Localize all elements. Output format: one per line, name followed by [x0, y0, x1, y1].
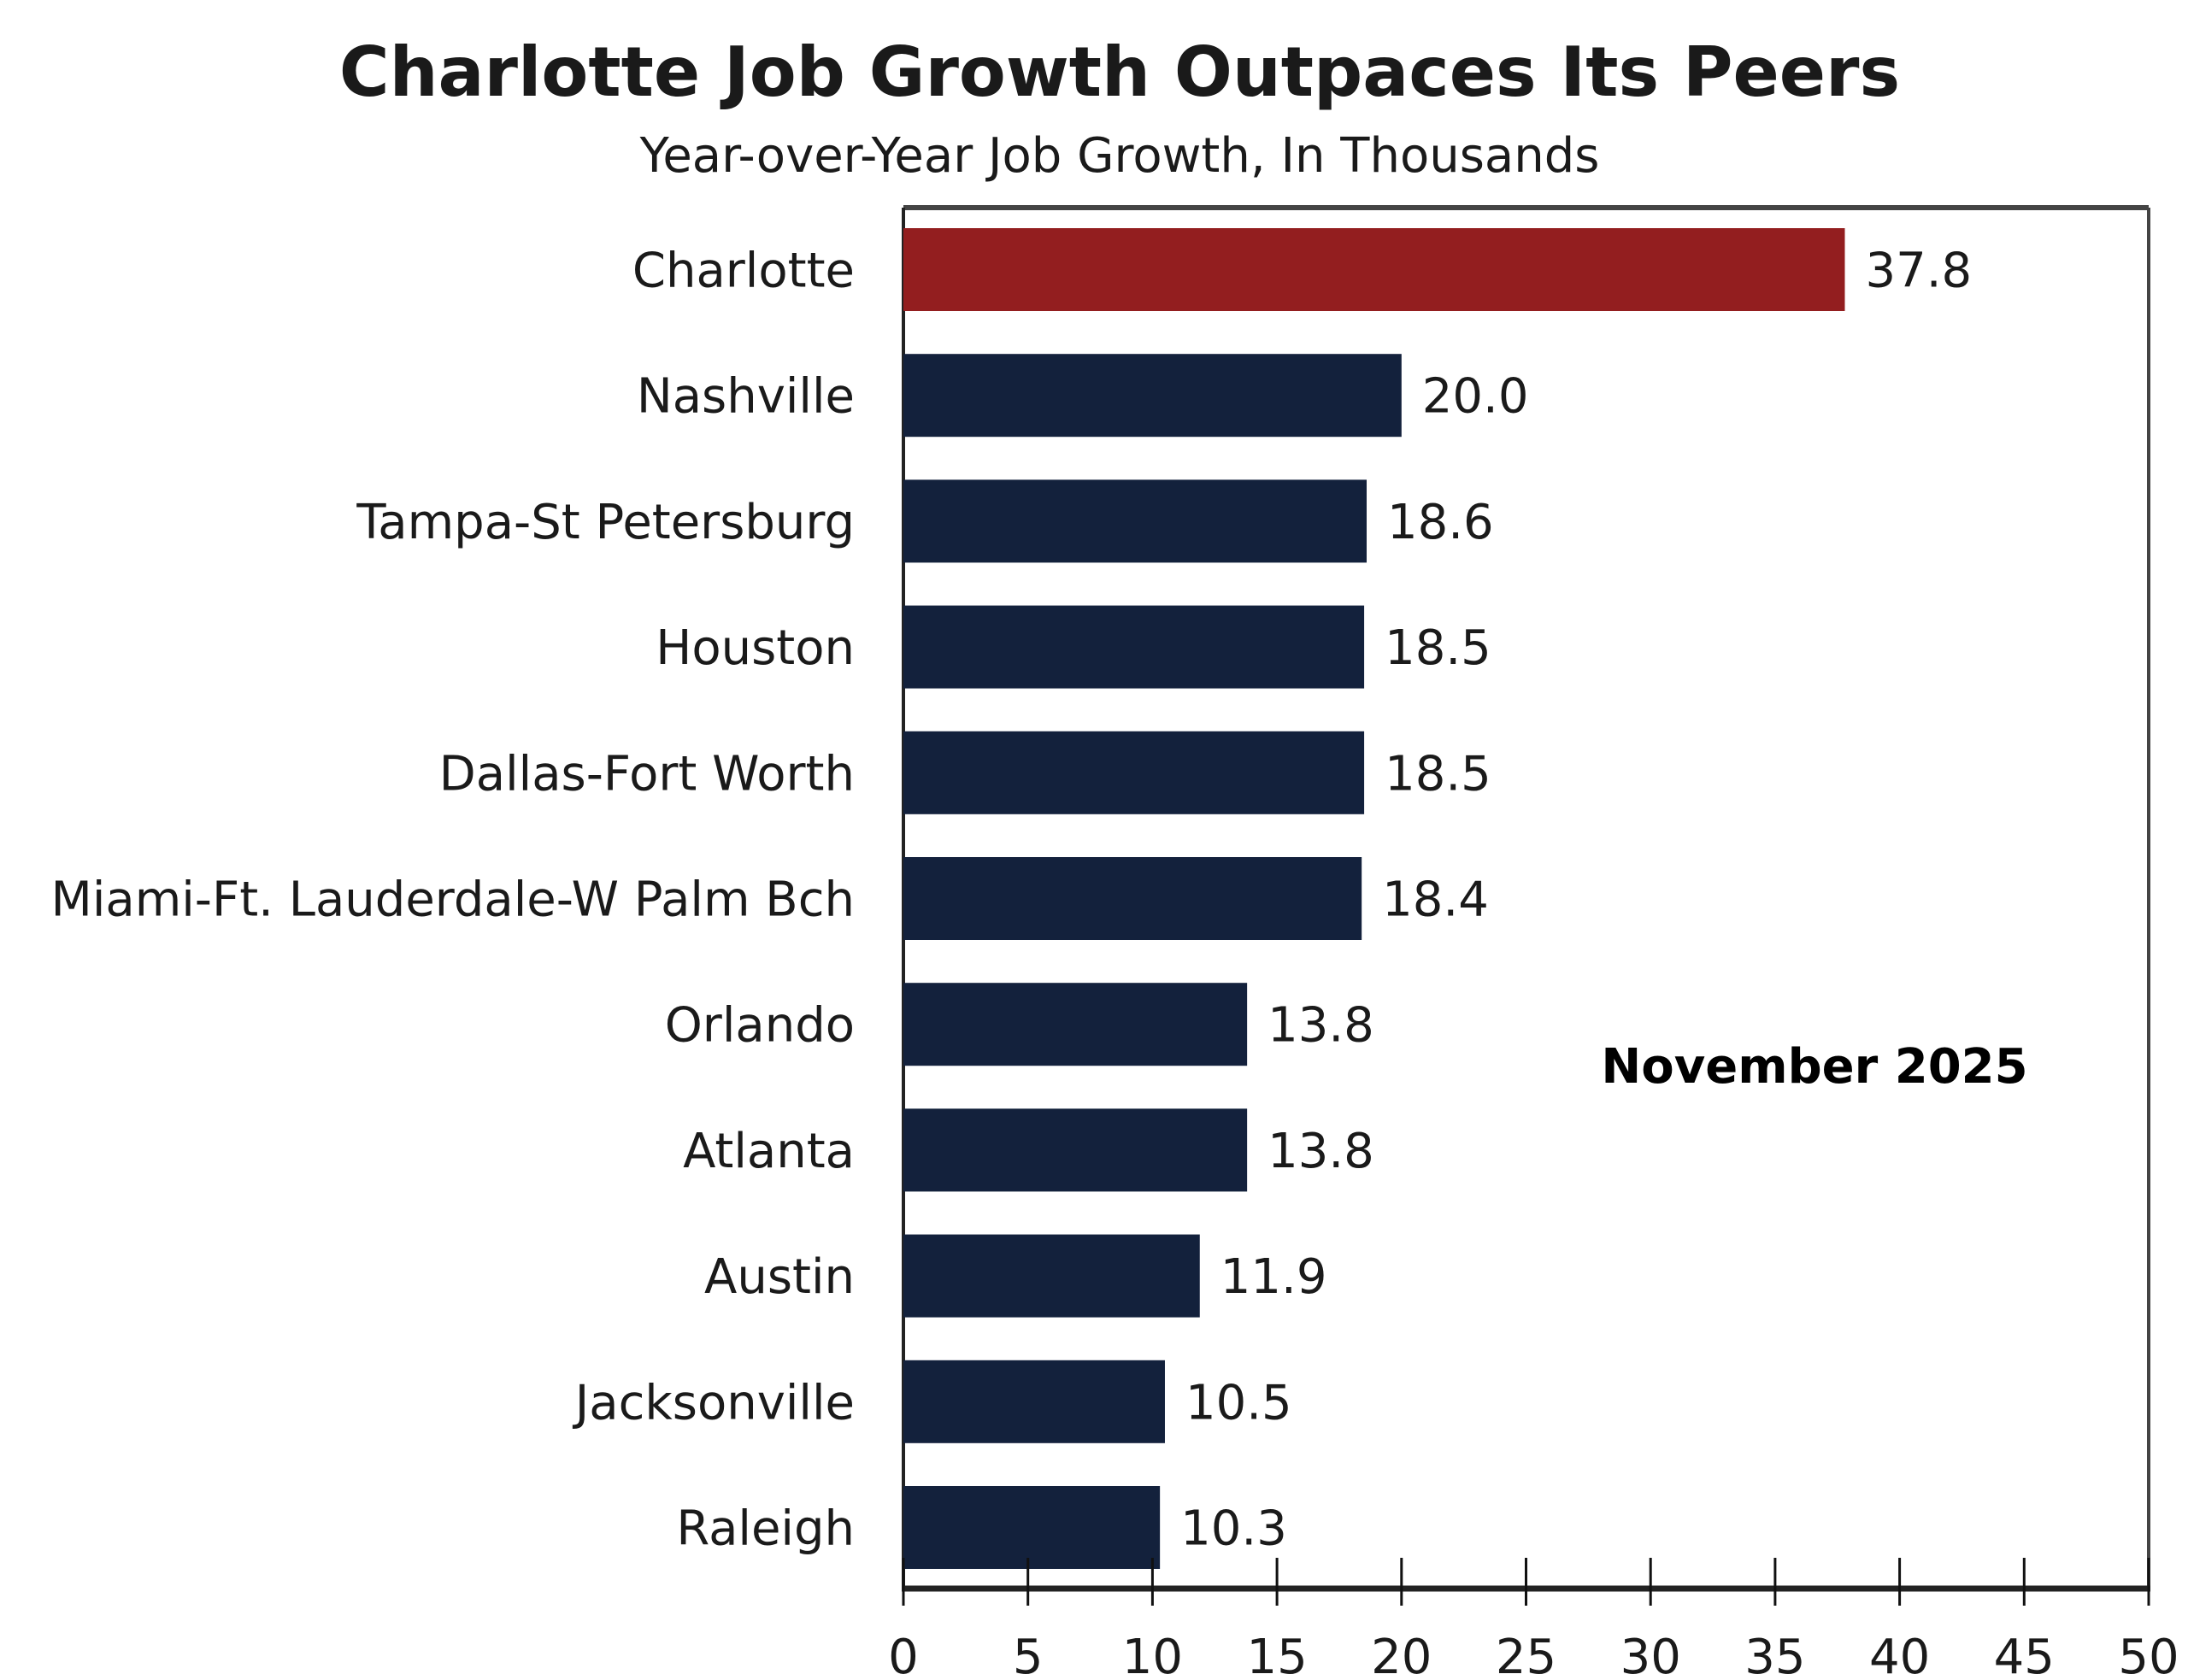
value-label: 11.9: [1220, 1249, 1327, 1305]
x-tick-label: 50: [2118, 1630, 2179, 1680]
value-label: 10.5: [1185, 1375, 1292, 1430]
x-tick-label: 30: [1620, 1630, 1681, 1680]
value-label: 18.5: [1385, 620, 1491, 676]
x-tick-label: 40: [1869, 1630, 1930, 1680]
bar-houston: [903, 605, 1365, 689]
x-tick-label: 0: [888, 1630, 919, 1680]
x-tick-label: 15: [1246, 1630, 1307, 1680]
value-label: 20.0: [1422, 369, 1529, 425]
category-label: Jacksonville: [573, 1375, 855, 1430]
bar-orlando: [903, 983, 1248, 1066]
category-label: Tampa-St Petersburg: [356, 495, 855, 550]
bar-miami-ft-lauderdale-w-palm-bch: [903, 857, 1362, 940]
x-tick-label: 20: [1371, 1630, 1432, 1680]
category-label: Dallas-Fort Worth: [439, 746, 855, 802]
x-tick-label: 5: [1013, 1630, 1044, 1680]
category-label: Austin: [704, 1249, 855, 1305]
category-label: Nashville: [637, 369, 855, 425]
x-tick-label: 45: [1994, 1630, 2055, 1680]
category-label: Houston: [656, 620, 855, 676]
chart-title: Charlotte Job Growth Outpaces Its Peers: [338, 32, 1901, 112]
category-label: Raleigh: [676, 1501, 855, 1557]
value-label: 18.6: [1387, 495, 1494, 550]
category-label: Atlanta: [683, 1124, 855, 1179]
chart-subtitle: Year-over-Year Job Growth, In Thousands: [639, 128, 1600, 184]
bar-charlotte: [903, 228, 1845, 311]
bar-jacksonville: [903, 1360, 1165, 1443]
category-label: Charlotte: [632, 244, 855, 299]
value-label: 10.3: [1180, 1501, 1287, 1557]
bar-raleigh: [903, 1486, 1161, 1569]
value-label: 13.8: [1268, 998, 1374, 1054]
bar-nashville: [903, 354, 1402, 438]
value-label: 37.8: [1865, 244, 1972, 299]
category-label: Miami-Ft. Lauderdale-W Palm Bch: [51, 872, 856, 928]
x-tick-label: 35: [1744, 1630, 1805, 1680]
x-tick-label: 25: [1496, 1630, 1556, 1680]
category-label: Orlando: [665, 998, 855, 1054]
value-label: 18.4: [1382, 872, 1489, 928]
value-label: 18.5: [1385, 746, 1491, 802]
bar-austin: [903, 1234, 1200, 1318]
bar-dallas-fort-worth: [903, 731, 1365, 814]
bar-atlanta: [903, 1108, 1248, 1192]
x-tick-label: 10: [1122, 1630, 1183, 1680]
bar-tampa-st-petersburg: [903, 479, 1368, 563]
value-label: 13.8: [1268, 1124, 1374, 1179]
date-annotation: November 2025: [1601, 1039, 2027, 1095]
